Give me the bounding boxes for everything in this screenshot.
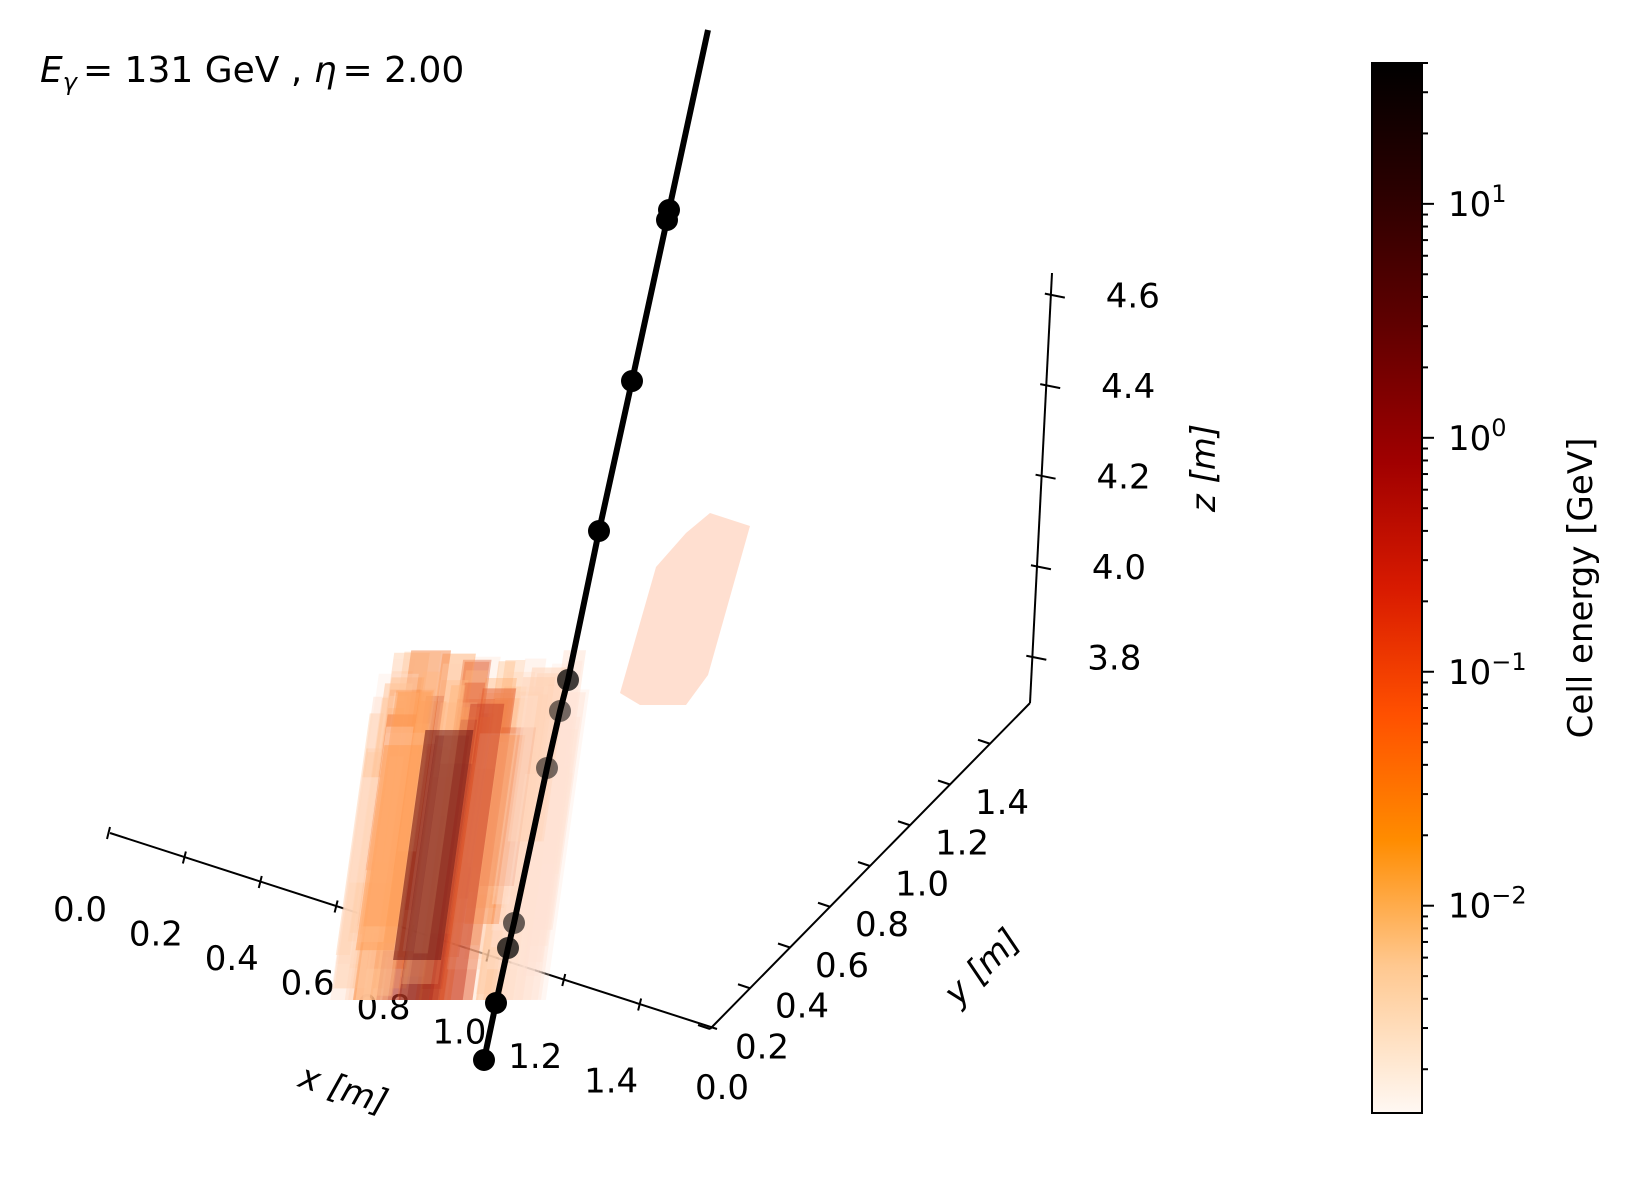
track-point xyxy=(588,520,610,542)
track-point xyxy=(503,912,525,934)
track-line xyxy=(481,29,711,1061)
cell-box xyxy=(446,733,518,970)
cell-box xyxy=(477,741,520,895)
cell-box xyxy=(491,695,539,905)
y-tick-label: 0.8 xyxy=(855,905,909,945)
cell-box xyxy=(451,768,496,923)
cell-box xyxy=(479,727,537,886)
energy-annotation: Eγ = 131 GeV , η = 2.00 xyxy=(40,50,464,96)
z-axis-title: z [m] xyxy=(1184,424,1224,513)
z-tick-mark xyxy=(1035,473,1056,480)
x-tick-label: 0.2 xyxy=(129,915,183,955)
y-tick-label: 0.4 xyxy=(775,987,829,1027)
track-point xyxy=(473,1049,495,1071)
colorbar-tick-label: 10−2 xyxy=(1448,882,1527,927)
z-tick-mark xyxy=(1044,292,1066,299)
z-tick-mark xyxy=(1030,564,1052,571)
z-tick-mark xyxy=(1040,383,1061,390)
track-point xyxy=(658,199,680,221)
x-tick-label: 0.6 xyxy=(281,964,335,1004)
x-tick-label: 1.2 xyxy=(508,1037,562,1077)
cell-box xyxy=(480,671,536,862)
z-tick-mark xyxy=(1026,654,1047,661)
x-tick-label: 1.4 xyxy=(584,1062,638,1102)
x-axis-ticks: 0.0 0.2 0.4 0.6 0.8 1.0 1.2 1.4 xyxy=(53,826,643,1102)
cell-box xyxy=(438,688,517,1000)
track-point xyxy=(485,992,507,1014)
cell-box xyxy=(393,730,474,960)
y-axis-title: y [m] xyxy=(935,921,1028,1014)
colorbar-gradient xyxy=(1371,62,1423,1114)
y-tick-mark xyxy=(737,983,751,990)
cell-box xyxy=(492,677,556,897)
energy-deposit-cells xyxy=(330,513,750,1001)
z-axis-line xyxy=(1029,272,1053,704)
y-axis-ticks: 0.00.20.40.60.81.01.21.4 xyxy=(695,738,1029,1108)
colorbar-tick-label: 100 xyxy=(1448,414,1507,459)
z-axis-ticks: 3.8 4.0 4.2 4.4 4.6 xyxy=(1026,277,1160,679)
track-point xyxy=(621,370,643,392)
y-tick-label: 0.0 xyxy=(695,1068,749,1108)
y-tick-mark xyxy=(937,779,951,786)
colorbar-ticks: 10−2 10−1 100 101 xyxy=(1422,62,1527,1071)
cell-box xyxy=(355,745,423,951)
y-tick-label: 1.0 xyxy=(895,864,949,904)
particle-track xyxy=(473,29,711,1071)
cell-box xyxy=(522,660,583,976)
z-tick-label: 4.2 xyxy=(1097,458,1151,498)
y-tick-mark xyxy=(817,901,831,908)
y-tick-label: 0.6 xyxy=(815,946,869,986)
track-point xyxy=(536,757,558,779)
axes-3d: 0.00.20.40.60.81.01.21.4 0.00.20.40.60.8… xyxy=(53,272,1224,1123)
x-tick-mark xyxy=(333,900,339,913)
y-tick-label: 1.2 xyxy=(935,824,989,864)
y-tick-label: 0.2 xyxy=(735,1027,789,1067)
cell-box xyxy=(495,694,549,922)
cell-box xyxy=(533,650,587,864)
cell-box xyxy=(487,686,565,970)
x-tick-label: 0.4 xyxy=(205,939,259,979)
track-point xyxy=(557,669,579,691)
y-tick-label: 1.4 xyxy=(975,783,1029,823)
z-tick-label: 4.4 xyxy=(1101,367,1155,407)
cell-box xyxy=(464,735,526,924)
track-point xyxy=(497,937,519,959)
y-tick-mark xyxy=(897,820,911,827)
y-tick-mark xyxy=(857,861,871,867)
z-tick-label: 4.6 xyxy=(1106,277,1160,317)
colorbar-tick-label: 10−1 xyxy=(1448,648,1527,693)
x-tick-mark xyxy=(181,851,187,864)
track-point xyxy=(549,700,571,722)
cell-box xyxy=(465,698,534,908)
y-tick-mark xyxy=(697,1024,711,1030)
eta-annotation-value: = 2.00 xyxy=(343,50,465,91)
colorbar: 10−2 10−1 100 101 Cell energy [GeV] xyxy=(1371,62,1601,1114)
cell-box xyxy=(330,777,382,1000)
cell-box xyxy=(518,719,573,919)
x-tick-label: 0.0 xyxy=(53,890,107,930)
cell-box xyxy=(448,678,517,946)
colorbar-tick-label: 101 xyxy=(1448,180,1507,225)
x-axis-title: x [m] xyxy=(293,1056,392,1122)
x-tick-label: 1.0 xyxy=(432,1013,486,1053)
y-tick-mark xyxy=(977,738,991,745)
cell-box xyxy=(428,703,505,1000)
x-tick-mark xyxy=(106,826,111,840)
x-tick-mark xyxy=(485,949,491,962)
x-tick-mark xyxy=(637,998,643,1011)
energy-annotation-value: = 131 GeV , xyxy=(83,50,314,91)
colorbar-label: Cell energy [GeV] xyxy=(1561,438,1601,739)
y-tick-mark xyxy=(777,942,791,949)
z-tick-label: 3.8 xyxy=(1087,639,1141,679)
cell-box xyxy=(467,699,509,868)
z-tick-label: 4.0 xyxy=(1092,548,1146,588)
x-tick-mark xyxy=(561,973,567,987)
x-tick-mark xyxy=(257,875,263,889)
x-tick-label: 0.8 xyxy=(356,988,410,1028)
cell-box xyxy=(620,513,750,705)
